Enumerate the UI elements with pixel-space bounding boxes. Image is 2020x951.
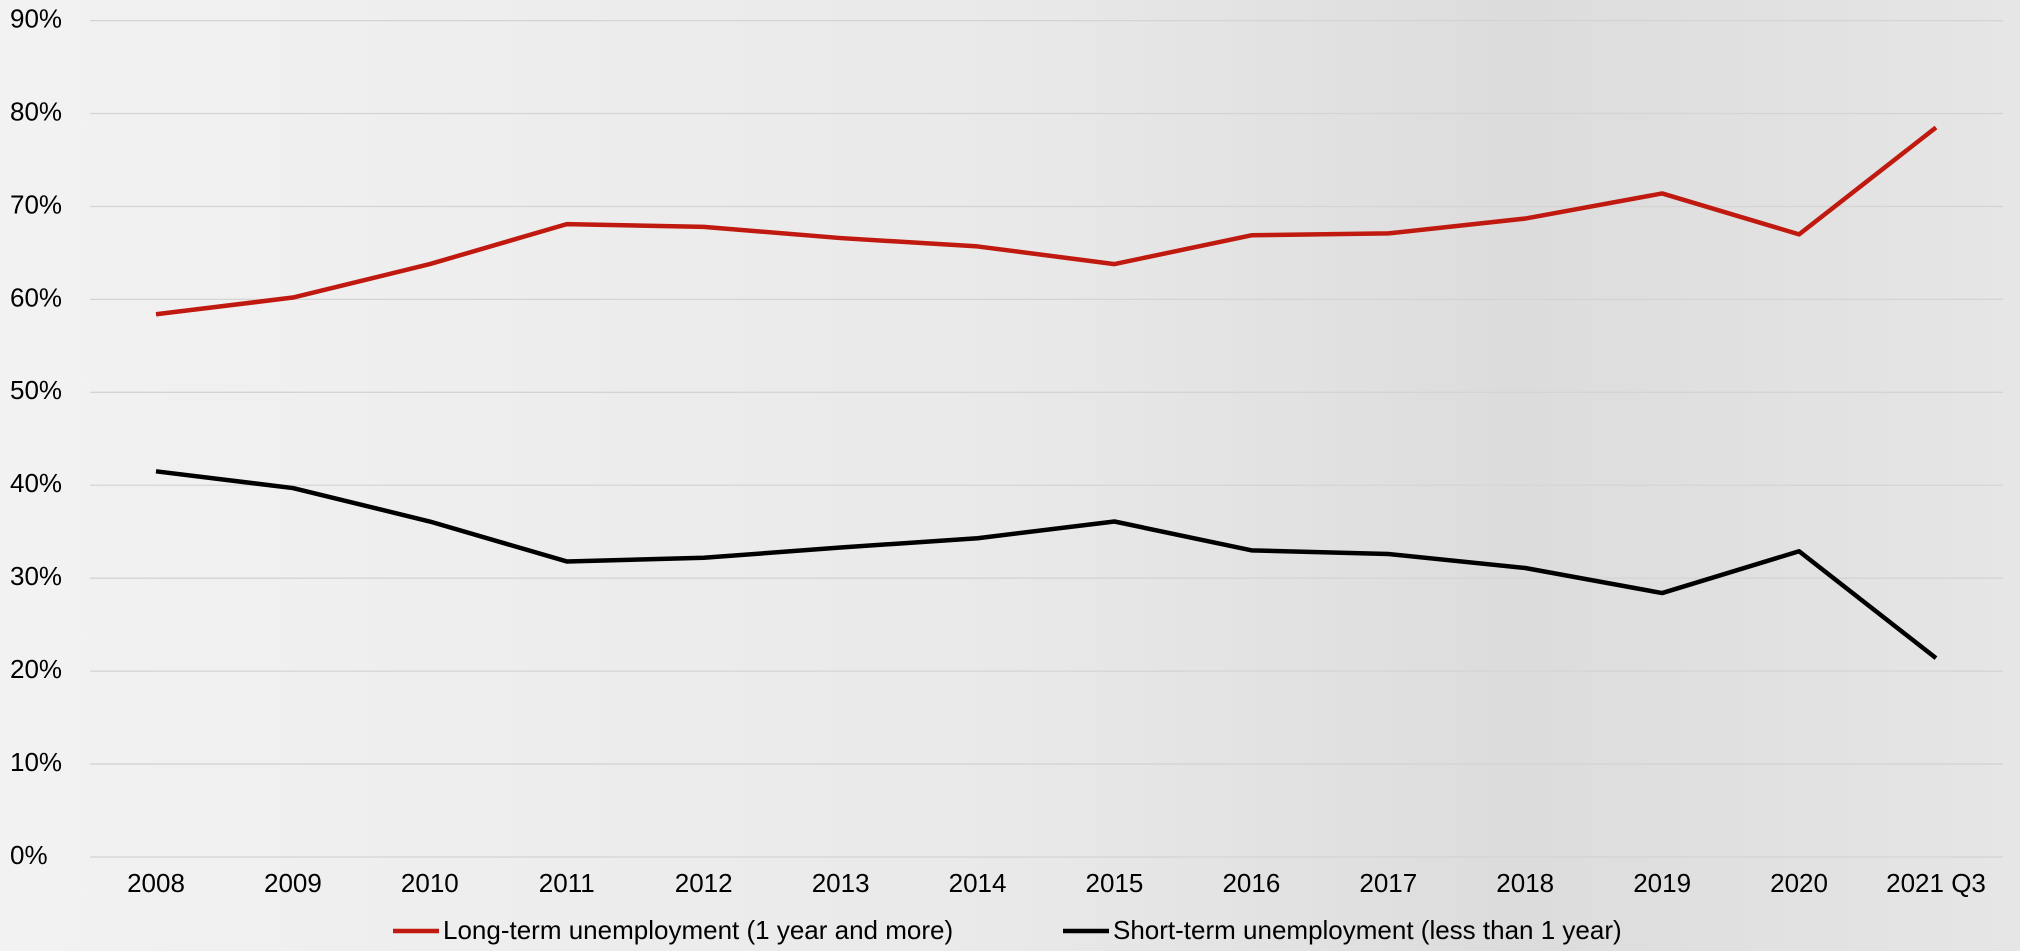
- x-tick-label: 2009: [264, 868, 322, 898]
- x-tick-label: 2012: [675, 868, 733, 898]
- legend-label: Long-term unemployment (1 year and more): [443, 915, 953, 945]
- y-tick-label: 60%: [10, 282, 62, 312]
- x-tick-label: 2015: [1086, 868, 1144, 898]
- y-tick-label: 70%: [10, 189, 62, 219]
- x-tick-label: 2013: [812, 868, 870, 898]
- x-tick-label: 2008: [127, 868, 185, 898]
- y-tick-label: 50%: [10, 375, 62, 405]
- y-tick-label: 30%: [10, 561, 62, 591]
- series-line: [155, 469, 1938, 660]
- y-tick-label: 20%: [10, 654, 62, 684]
- x-tick-label: 2010: [401, 868, 459, 898]
- series-line: [155, 125, 1938, 317]
- legend-label: Short-term unemployment (less than 1 yea…: [1113, 915, 1622, 945]
- x-tick-label: 2018: [1496, 868, 1554, 898]
- y-tick-label: 90%: [10, 3, 62, 33]
- x-tick-label: 2021 Q3: [1886, 868, 1986, 898]
- x-tick-label: 2019: [1633, 868, 1691, 898]
- x-tick-label: 2016: [1222, 868, 1280, 898]
- x-tick-label: 2011: [539, 868, 595, 898]
- y-tick-label: 0%: [10, 840, 48, 870]
- y-tick-label: 10%: [10, 747, 62, 777]
- x-tick-label: 2014: [949, 868, 1007, 898]
- x-tick-label: 2020: [1770, 868, 1828, 898]
- x-tick-label: 2017: [1359, 868, 1417, 898]
- y-tick-label: 40%: [10, 468, 62, 498]
- y-tick-label: 80%: [10, 96, 62, 126]
